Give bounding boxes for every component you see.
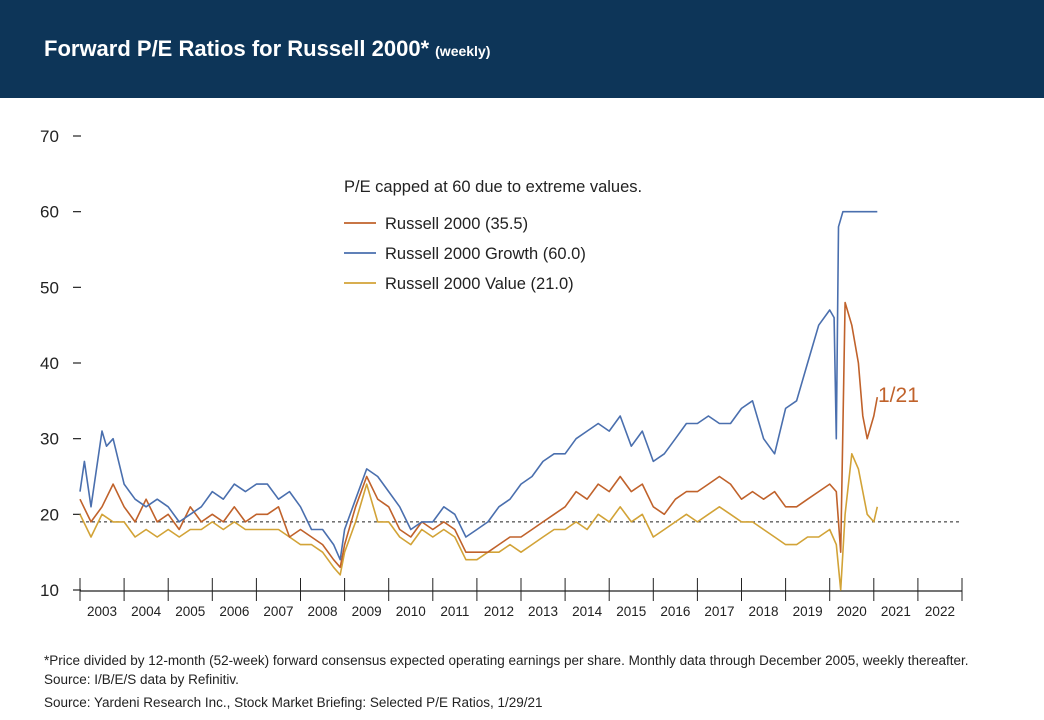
end-date-label: 1/21	[878, 384, 919, 407]
x-tick-label: 2005	[175, 604, 205, 619]
y-axis: 10 20 30 40 50 60 70	[40, 127, 81, 600]
x-tick-label: 2022	[925, 604, 955, 619]
chart-header: Forward P/E Ratios for Russell 2000* (wee…	[0, 0, 1044, 98]
chart-legend: Russell 2000 (35.5) Russell 2000 Growth (…	[344, 215, 586, 293]
x-tick-label: 2014	[572, 604, 603, 619]
series-line-russell_2000	[79, 301, 879, 569]
chart-source: Source: Yardeni Research Inc., Stock Mar…	[44, 695, 543, 710]
x-axis: 2003 2004 2005 2006 2007 2008 2009 2010 2011 2012…	[79, 578, 963, 619]
x-tick-label: 2007	[263, 604, 293, 619]
x-tick-label: 2008	[308, 604, 338, 619]
chart-title-text: Forward P/E Ratios for Russell 2000*	[44, 36, 430, 61]
y-tick-label: 30	[40, 430, 59, 449]
series-line-growth	[79, 210, 878, 561]
x-tick-label: 2012	[484, 604, 514, 619]
y-tick-label: 60	[40, 203, 59, 222]
y-tick-label: 10	[40, 581, 59, 600]
legend-label: Russell 2000 (35.5)	[385, 215, 528, 233]
x-tick-label: 2009	[352, 604, 382, 619]
legend-label: Russell 2000 Value (21.0)	[385, 275, 574, 293]
x-tick-label: 2017	[704, 604, 734, 619]
x-tick-label: 2019	[793, 604, 823, 619]
x-tick-label: 2020	[837, 604, 867, 619]
x-tick-label: 2011	[440, 604, 469, 619]
x-tick-label: 2006	[219, 604, 249, 619]
x-tick-label: 2010	[396, 604, 426, 619]
x-tick-label: 2013	[528, 604, 558, 619]
x-tick-label: 2004	[131, 604, 162, 619]
x-tick-label: 2021	[881, 604, 911, 619]
chart-title: Forward P/E Ratios for Russell 2000* (wee…	[44, 36, 490, 62]
x-tick-label: 2018	[749, 604, 779, 619]
x-tick-label: 2016	[660, 604, 690, 619]
legend-label: Russell 2000 Growth (60.0)	[385, 245, 586, 263]
y-tick-label: 20	[40, 505, 59, 524]
series-line-value	[79, 452, 879, 591]
y-tick-label: 70	[40, 127, 59, 146]
chart-footnote: *Price divided by 12-month (52-week) for…	[44, 653, 969, 687]
chart-annotation: P/E capped at 60 due to extreme values.	[344, 178, 642, 196]
chart-subtitle: (weekly)	[435, 43, 491, 59]
x-tick-label: 2015	[616, 604, 646, 619]
y-tick-label: 50	[40, 278, 59, 297]
x-tick-label: 2003	[87, 604, 117, 619]
series-layer	[79, 210, 879, 591]
y-tick-label: 40	[40, 354, 59, 373]
